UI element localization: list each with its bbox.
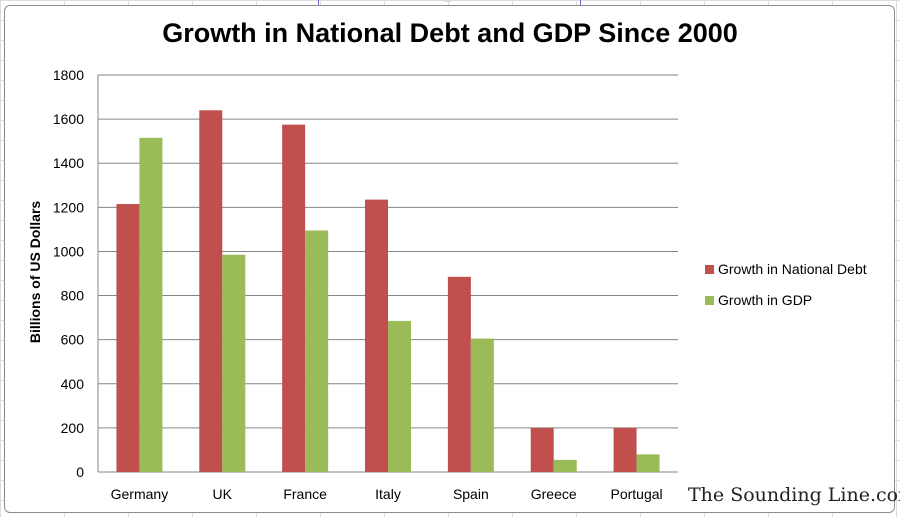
y-tick-label: 1800 [53, 67, 84, 83]
selection-guide-left [318, 0, 319, 5]
y-tick-label: 1400 [53, 155, 84, 171]
x-tick-label: Germany [111, 486, 169, 502]
y-tick-label: 1000 [53, 243, 84, 259]
gridlines [97, 74, 678, 473]
legend-item-national-debt: Growth in National Debt [705, 260, 867, 278]
bar-gdp-italy [388, 320, 411, 472]
y-tick-label: 800 [61, 288, 85, 304]
x-tick-label: Italy [375, 486, 401, 502]
y-tick-label: 600 [61, 332, 85, 348]
y-tick-label: 400 [61, 376, 85, 392]
x-tick-label: Greece [531, 486, 577, 502]
bars [116, 110, 660, 473]
x-tick-label: Portugal [610, 486, 662, 502]
x-axis-ticks: Germany UK France Italy Spain Greece Portugal [111, 486, 663, 502]
bar-gdp-spain [470, 338, 494, 472]
y-tick-label: 0 [76, 464, 84, 480]
chart-title: Growth in National Debt and GDP Since 20… [162, 18, 738, 48]
y-tick-label: 1200 [53, 199, 84, 215]
watermark: The Sounding Line.com [688, 484, 900, 506]
bar-gdp-greece [553, 459, 577, 472]
y-tick-label: 200 [61, 420, 85, 436]
legend-swatch-gdp [705, 295, 714, 305]
legend-item-gdp: Growth in GDP [705, 291, 867, 309]
legend-label-national-debt: Growth in National Debt [718, 261, 867, 277]
x-tick-label: UK [213, 486, 233, 502]
selection-guide-right [580, 0, 581, 5]
bar-national-debt-germany [116, 204, 140, 472]
bar-national-debt-france [282, 124, 306, 472]
legend-label-gdp: Growth in GDP [718, 292, 813, 308]
bar-national-debt-uk [199, 110, 223, 473]
y-axis-label: Billions of US Dollars [27, 201, 43, 344]
legend: Growth in National Debt Growth in GDP [705, 260, 867, 322]
bar-gdp-portugal [636, 454, 660, 472]
resize-handle-icon[interactable]: ⋯ [443, 0, 452, 6]
bar-national-debt-spain [447, 276, 471, 472]
bar-gdp-germany [139, 137, 163, 472]
bar-gdp-uk [222, 254, 246, 472]
bar-national-debt-italy [365, 199, 388, 472]
bar-gdp-france [305, 230, 329, 472]
bar-national-debt-greece [530, 427, 554, 472]
legend-swatch-national-debt [705, 264, 714, 274]
bar-national-debt-portugal [613, 427, 637, 472]
y-axis-ticks: 0 200 400 600 800 1000 1200 1400 1600 1800 [53, 67, 84, 480]
x-tick-label: Spain [453, 486, 489, 502]
x-tick-label: France [283, 486, 327, 502]
y-tick-label: 1600 [53, 111, 84, 127]
